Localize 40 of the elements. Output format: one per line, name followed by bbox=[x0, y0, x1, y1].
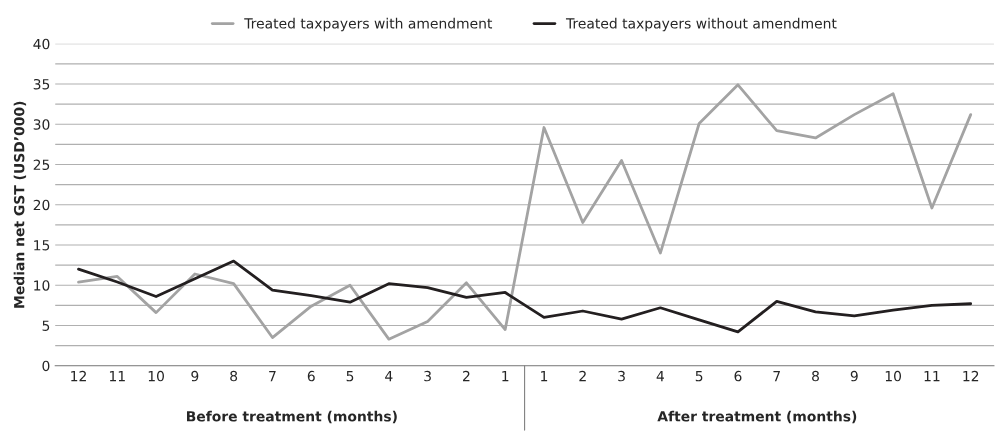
y-axis-title: Median net GST (USD’000) bbox=[13, 101, 27, 308]
line-series bbox=[77, 259, 973, 334]
x-tick-label: 12 bbox=[963, 370, 979, 382]
x-tick-label: 7 bbox=[773, 371, 780, 382]
y-tick-label: 0 bbox=[42, 360, 50, 372]
x-tick-label: 6 bbox=[734, 370, 742, 382]
x-tick-label: 9 bbox=[191, 370, 199, 382]
legend-label: Treated taxpayers without amendment bbox=[565, 17, 837, 32]
y-tick-label: 25 bbox=[33, 159, 50, 170]
x-tick-label: 12 bbox=[71, 370, 86, 382]
y-tick-label: 35 bbox=[33, 79, 50, 90]
y-tick-label: 30 bbox=[33, 119, 50, 130]
line-series bbox=[77, 83, 973, 341]
x-tick-label: 1 bbox=[502, 371, 509, 382]
y-tick-label: 10 bbox=[34, 280, 50, 291]
y-tick-label: 20 bbox=[33, 199, 50, 211]
x-tick-label: 8 bbox=[230, 370, 238, 382]
x-tick-label: 11 bbox=[109, 371, 125, 382]
x-tick-label: 5 bbox=[346, 371, 354, 382]
x-tick-label: 4 bbox=[656, 371, 664, 382]
y-tick-label: 5 bbox=[42, 320, 50, 331]
y-tick-label: 40 bbox=[33, 38, 50, 50]
x-tick-label: 6 bbox=[307, 370, 315, 382]
x-tick-label: 3 bbox=[424, 370, 431, 382]
x-tick-label: 9 bbox=[850, 370, 858, 382]
x-tick-label: 8 bbox=[812, 370, 819, 382]
legend-label: Treated taxpayers with amendment bbox=[244, 17, 493, 32]
x-tick-label: 10 bbox=[148, 370, 164, 382]
x-tick-label: 2 bbox=[579, 370, 586, 382]
x-tick-label: 1 bbox=[541, 371, 548, 382]
text: Before treatment (months) bbox=[186, 410, 397, 424]
x-tick-label: 11 bbox=[924, 371, 940, 382]
x-tick-label: 2 bbox=[463, 370, 470, 382]
x-tick-label: 4 bbox=[385, 371, 393, 382]
text: After treatment (months) bbox=[657, 410, 857, 424]
x-tick-label: 3 bbox=[618, 370, 625, 382]
x-tick-label: 7 bbox=[269, 371, 276, 382]
y-tick-label: 15 bbox=[34, 240, 50, 251]
x-tick-label: 10 bbox=[885, 370, 902, 382]
x-tick-label: 5 bbox=[695, 371, 703, 382]
